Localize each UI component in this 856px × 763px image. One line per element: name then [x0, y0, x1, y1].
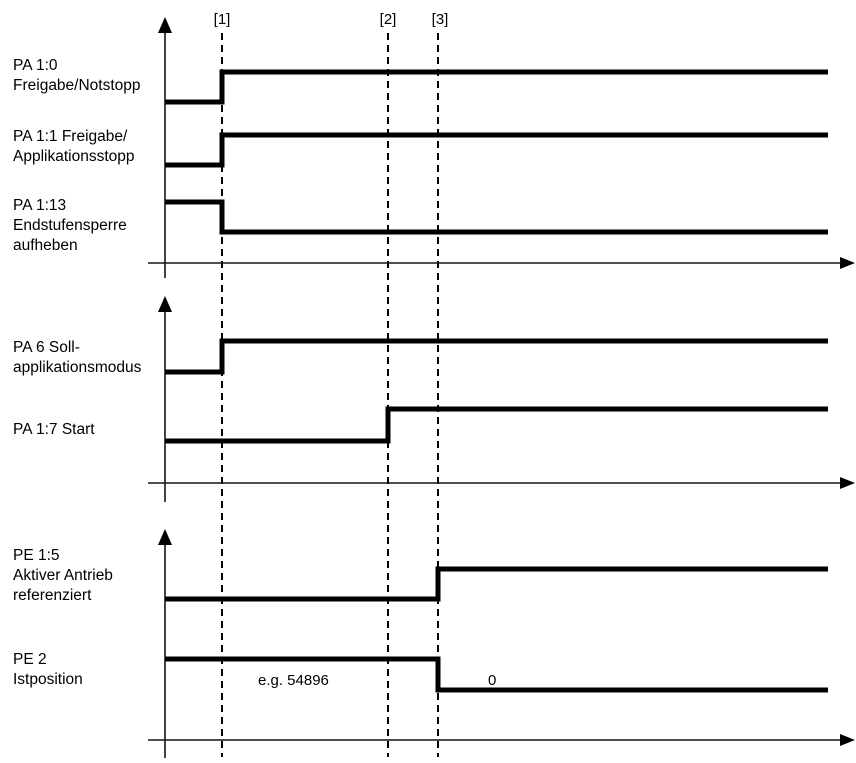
signal-label-pa-6: PA 6 Soll- applikationsmodus: [13, 339, 142, 376]
marker-label-3: [3]: [431, 11, 449, 28]
signal-label-pa-1-1: PA 1:1 Freigabe/ Applikationsstopp: [13, 128, 135, 165]
signal-label-pa-1-13: PA 1:13 Endstufensperre aufheben: [13, 197, 127, 254]
section-3-time-axis-arrow-icon: [840, 734, 855, 746]
section-2-time-axis-arrow-icon: [840, 477, 855, 489]
marker-label-2: [2]: [379, 11, 397, 28]
section-3-value-axis-arrow-icon: [158, 529, 172, 545]
annotation-example-position: e.g. 54896: [258, 672, 329, 689]
signal-label-pe-1-5: PE 1:5 Aktiver Antrieb referenziert: [13, 547, 113, 604]
section-2-value-axis-arrow-icon: [158, 296, 172, 312]
section-1-waveform-1: [165, 69, 828, 105]
section-1-value-axis-arrow-icon: [158, 17, 172, 33]
section-1-waveform-3: [165, 199, 828, 235]
section-3-waveform-2: [165, 656, 828, 693]
section-3-waveform-1: [165, 566, 828, 602]
section-2-waveform-1: [165, 338, 828, 375]
marker-label-1: [1]: [213, 11, 231, 28]
section-2-waveform-2: [165, 406, 828, 444]
section-1-waveform-2: [165, 132, 828, 168]
section-1-time-axis-arrow-icon: [840, 257, 855, 269]
signal-label-pe-2: PE 2 Istposition: [13, 651, 83, 688]
signal-label-pa-1-0: PA 1:0 Freigabe/Notstopp: [13, 57, 141, 94]
annotation-zero-value: 0: [488, 672, 497, 689]
signal-label-pa-1-7: PA 1:7 Start: [13, 421, 95, 438]
